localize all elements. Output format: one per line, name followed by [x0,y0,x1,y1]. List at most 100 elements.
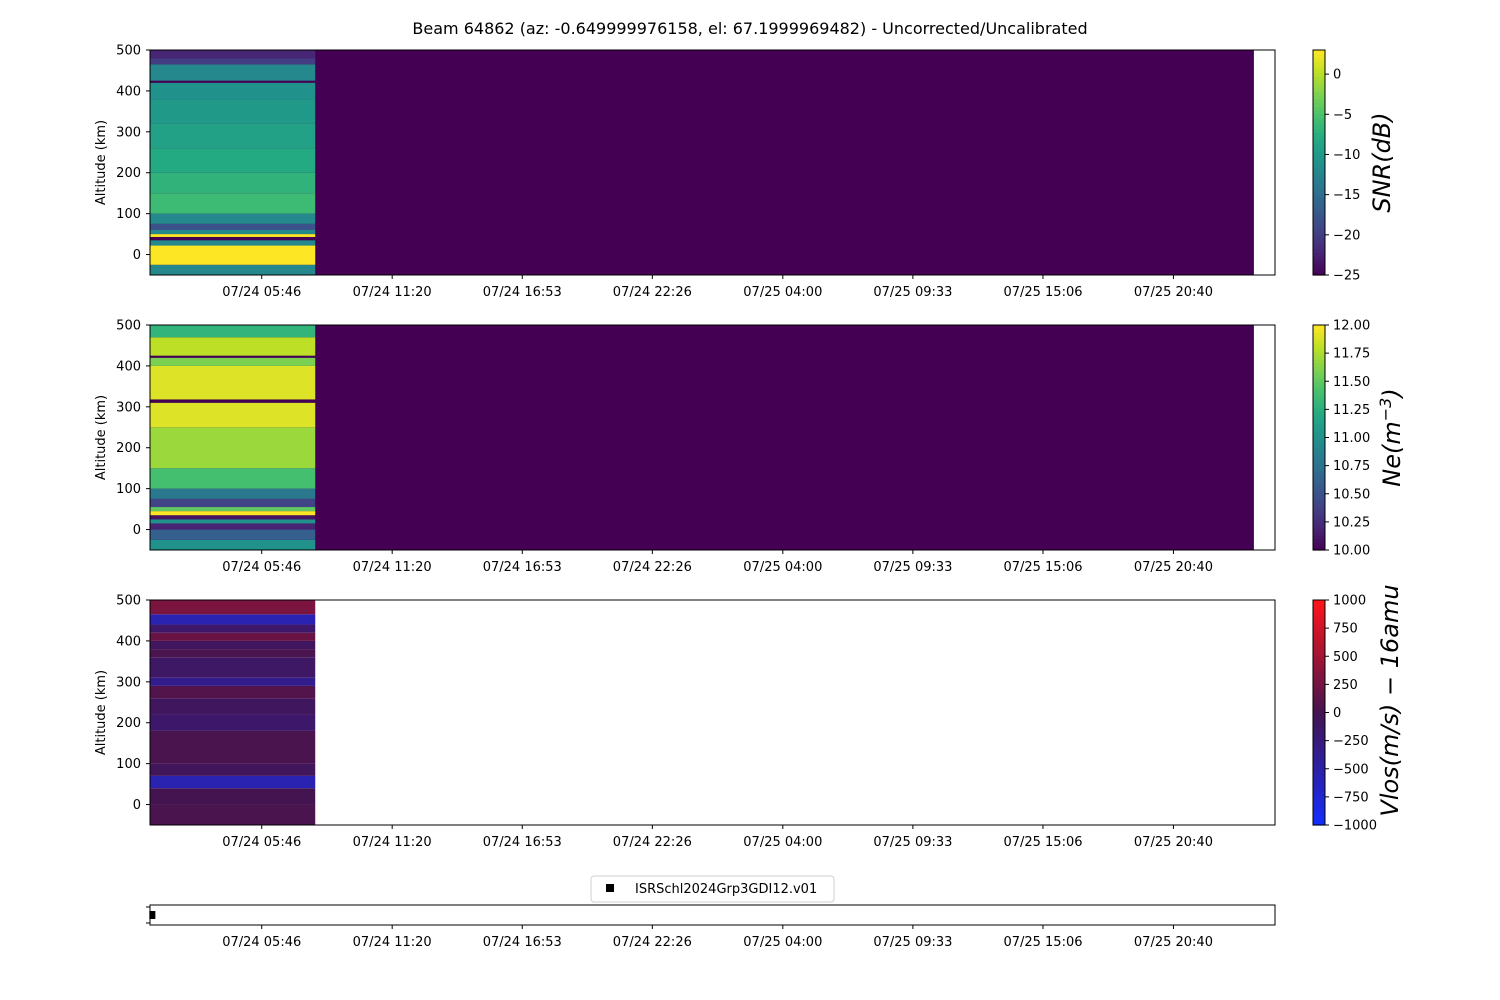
vlos-colorbar-segment [1313,821,1325,826]
snr-colorbar-segment [1313,121,1325,126]
snr-colorbar-segment [1313,218,1325,224]
ne-y-tick-label: 300 [116,400,141,415]
vlos-colorbar-segment [1313,622,1325,627]
ne-colorbar-segment [1313,505,1325,510]
ne-colorbar-tick-label: 11.00 [1333,431,1370,446]
ne-colorbar-segment [1313,411,1325,416]
vlos-colorbar-segment [1313,768,1325,774]
ne-heatmap-band [150,427,316,469]
vlos-heatmap-band [150,730,316,764]
snr-colorbar-segment [1313,181,1325,186]
vlos-colorbar-segment [1313,757,1325,762]
timeline-marker [149,911,156,919]
snr-colorbar-segment [1313,158,1325,164]
ne-x-tick-label: 07/24 22:26 [613,560,692,575]
snr-colorbar-segment [1313,76,1325,81]
snr-colorbar-segment [1313,241,1325,246]
snr-colorbar-segment [1313,117,1325,122]
ne-y-tick-label: 0 [133,523,141,538]
vlos-colorbar-segment [1313,791,1325,796]
snr-heatmap-band [150,193,316,214]
ne-colorbar-segment [1313,445,1325,450]
ne-y-tick-label: 100 [116,482,141,497]
ne-colorbar-tick-label: 10.25 [1333,515,1370,530]
vlos-colorbar-segment [1313,615,1325,620]
ne-colorbar-segment [1313,373,1325,379]
vlos-colorbar-tick-label: 0 [1333,706,1341,721]
snr-colorbar-segment [1313,211,1325,216]
vlos-y-axis-label: Altitude (km) [94,670,109,755]
snr-y-tick-label: 100 [116,207,141,222]
vlos-colorbar-segment [1313,783,1325,789]
vlos-x-tick-label: 07/25 15:06 [1003,835,1082,850]
vlos-y-tick-label: 300 [116,675,141,690]
ne-heatmap-band [150,488,316,499]
vlos-colorbar-segment [1313,641,1325,646]
ne-heatmap-band [150,355,316,358]
ne-colorbar-tick-label: 10.75 [1333,459,1370,474]
vlos-colorbar-segment [1313,663,1325,669]
ne-heatmap-band [150,498,316,508]
ne-colorbar-segment [1313,433,1325,439]
ne-y-axis-label: Altitude (km) [94,395,109,480]
ne-colorbar-segment [1313,347,1325,352]
snr-colorbar-segment [1313,230,1325,235]
snr-fill-region [150,50,1254,275]
ne-colorbar-segment [1313,478,1325,484]
ne-colorbar-segment [1313,520,1325,525]
vlos-y-tick-label: 100 [116,757,141,772]
vlos-colorbar-segment [1313,776,1325,781]
ne-x-tick-label: 07/24 05:46 [222,560,301,575]
snr-colorbar-segment [1313,125,1325,130]
ne-colorbar-segment [1313,426,1325,431]
vlos-heatmap-band [150,640,316,650]
snr-colorbar-segment [1313,128,1325,134]
ne-colorbar-segment [1313,396,1325,401]
timeline-x-tick-label: 07/24 05:46 [222,935,301,950]
ne-y-tick-label: 500 [116,319,141,334]
vlos-colorbar-segment [1313,675,1325,680]
vlos-y-tick-label: 200 [116,716,141,731]
ne-heatmap-band [150,519,316,524]
ne-colorbar-segment [1313,441,1325,446]
vlos-heatmap-band [150,763,316,776]
snr-x-tick-label: 07/25 20:40 [1134,285,1213,300]
snr-colorbar-segment [1313,170,1325,175]
vlos-colorbar-segment [1313,727,1325,732]
vlos-colorbar-tick-label: −500 [1333,762,1369,777]
ne-colorbar-segment [1313,430,1325,435]
vlos-x-tick-label: 07/24 11:20 [353,835,432,850]
ne-heatmap-band [150,325,316,338]
ne-fill-region [150,325,1254,550]
vlos-x-tick-label: 07/24 05:46 [222,835,301,850]
snr-colorbar-segment [1313,245,1325,250]
snr-colorbar-segment [1313,162,1325,167]
ne-colorbar-segment [1313,523,1325,529]
panel-vlos: 0 100 200 300 400 500 Altitude (km) 07/24 05:46… [94,584,1404,850]
vlos-x-tick-label: 07/24 16:53 [483,835,562,850]
ne-colorbar-segment [1313,482,1325,487]
ne-colorbar-segment [1313,437,1325,442]
ne-colorbar-segment [1313,351,1325,356]
ne-heatmap-band [150,507,316,512]
snr-colorbar-segment [1313,260,1325,265]
ne-colorbar-segment [1313,362,1325,367]
snr-axes-frame [149,49,1276,276]
ne-heatmap-band [150,399,316,403]
vlos-colorbar-segment [1313,746,1325,751]
snr-colorbar-segment [1313,177,1325,182]
snr-colorbar-segment [1313,53,1325,59]
vlos-colorbar-segment [1313,701,1325,706]
snr-colorbar-segment [1313,102,1325,107]
ne-colorbar-tick-label: 11.50 [1333,375,1370,390]
snr-colorbar-segment [1313,147,1325,152]
snr-colorbar-frame [1312,49,1326,276]
ne-colorbar-segment [1313,370,1325,375]
vlos-colorbar-segment [1313,630,1325,635]
snr-colorbar-segment [1313,87,1325,92]
timeline-x-tick-label: 07/25 20:40 [1134,935,1213,950]
legend-label: ISRSchl2024Grp3GDI12.v01 [635,882,817,897]
vlos-y-tick-label: 500 [116,594,141,609]
snr-y-tick-label: 200 [116,166,141,181]
snr-colorbar-segment [1313,252,1325,257]
